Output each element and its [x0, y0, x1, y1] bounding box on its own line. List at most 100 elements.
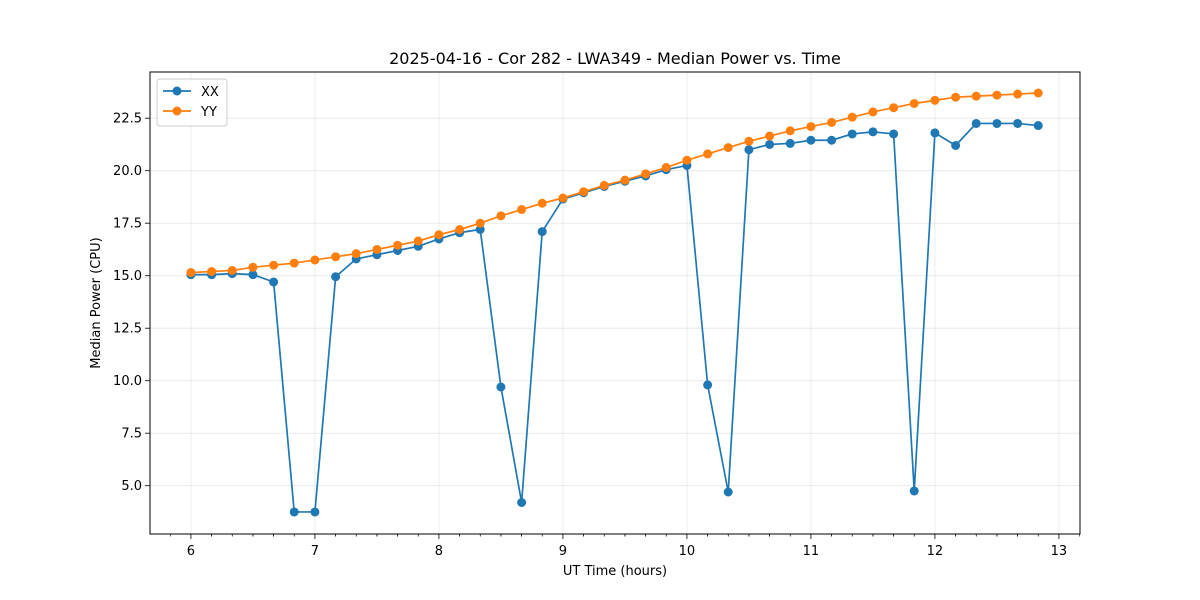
series-yy-point [413, 236, 423, 246]
series-yy-point [331, 252, 341, 262]
series-yy-point [641, 169, 651, 179]
series-yy-point [723, 143, 733, 153]
y-tick-label: 17.5 [113, 217, 142, 232]
series-xx-point [827, 135, 837, 145]
series-yy-point [1013, 89, 1023, 99]
x-tick-label: 12 [927, 544, 944, 559]
y-axis-label: Median Power (CPU) [89, 237, 104, 368]
series-xx-point [785, 138, 795, 148]
x-tick-label: 6 [187, 544, 195, 559]
series-xx-line [190, 122, 1039, 513]
series-xx-point [868, 127, 878, 137]
series-xx-point [537, 227, 547, 237]
series-yy-point [537, 198, 547, 208]
series-yy-point [393, 240, 403, 250]
chart-title: 2025-04-16 - Cor 282 - LWA349 - Median P… [389, 49, 841, 68]
series-yy-point [827, 117, 837, 127]
series-xx-point [723, 487, 733, 497]
series-xx-point [744, 145, 754, 155]
series-yy-point [455, 225, 465, 234]
series-yy-point [227, 265, 237, 275]
series-xx-point [517, 498, 527, 507]
series-yy-point [682, 155, 692, 165]
x-tick-label: 10 [679, 544, 696, 559]
x-tick-label: 8 [435, 544, 443, 559]
series-yy-point [558, 193, 568, 203]
series-xx-point [248, 270, 258, 280]
series-yy-point [806, 122, 816, 132]
y-tick-label: 20.0 [113, 164, 142, 179]
series-xx-point [310, 507, 320, 517]
legend: XX YY [156, 78, 228, 127]
series-yy-point [765, 131, 775, 141]
series-xx-point [269, 277, 279, 287]
series-yy-point [951, 92, 961, 102]
series-yy-point [599, 180, 609, 190]
x-tick-label: 11 [803, 544, 820, 559]
series-yy-point [434, 230, 444, 240]
series-yy-point [847, 112, 857, 122]
x-tick-label: 7 [311, 544, 319, 559]
grid [150, 72, 1080, 534]
series-yy-point [310, 255, 320, 265]
series-yy-point [868, 107, 878, 117]
series-yy-point [661, 163, 671, 173]
legend-yy-label: YY [200, 105, 217, 120]
y-tick-label: 5.0 [121, 479, 142, 494]
series-xx-point [889, 129, 899, 139]
y-tick-label: 10.0 [113, 374, 142, 389]
series-yy-point [496, 211, 506, 221]
series-yy-point [930, 95, 940, 105]
series-xx-point [847, 129, 857, 139]
series-yy-point [207, 267, 217, 276]
series-xx-point [765, 139, 775, 149]
series-yy-point [744, 136, 754, 146]
legend-yy-marker [172, 106, 182, 116]
series-xx-point [909, 486, 919, 496]
series-xx-point [930, 128, 940, 138]
series-yy-point [992, 90, 1002, 100]
series-yy-point [248, 262, 258, 272]
axis-ticks: 6 7 8 9 10 11 12 13 5.0 7.5 10.0 12.5 15.0 17.5 20.0 22… [113, 112, 1080, 559]
series-yy-point [1033, 88, 1043, 98]
series-yy-point [703, 149, 713, 159]
x-tick-label: 9 [559, 544, 567, 559]
series-xx-point [1013, 118, 1023, 128]
series-xx-point [992, 118, 1002, 128]
series-xx-point [1033, 121, 1043, 131]
series-yy-point [372, 244, 382, 254]
plot-frame [149, 71, 1081, 535]
series-area [186, 88, 1043, 517]
series-yy-point [186, 268, 196, 278]
series-yy-point [289, 258, 299, 268]
series-xx [186, 118, 1043, 517]
series-yy-point [269, 260, 279, 270]
series-yy-point [475, 218, 485, 228]
series-xx-point [331, 272, 341, 282]
series-yy-point [579, 187, 589, 197]
series-xx-point [703, 380, 713, 390]
y-tick-label: 12.5 [113, 322, 142, 337]
series-xx-point [951, 141, 961, 150]
series-yy-point [785, 126, 795, 136]
y-tick-label: 15.0 [113, 269, 142, 284]
series-yy-point [909, 99, 919, 108]
y-tick-label: 22.5 [113, 112, 142, 127]
series-xx-point [806, 135, 816, 145]
series-yy-point [351, 249, 361, 259]
x-axis-label: UT Time (hours) [563, 564, 667, 579]
series-yy-point [620, 175, 630, 185]
series-xx-point [475, 225, 485, 234]
series-xx-point [289, 507, 299, 517]
series-yy-point [889, 103, 899, 113]
legend-xx-label: XX [201, 85, 219, 100]
y-tick-label: 7.5 [121, 427, 142, 442]
legend-xx-marker [172, 86, 182, 96]
series-yy-point [517, 205, 527, 215]
series-xx-point [496, 382, 506, 392]
series-xx-point [971, 118, 981, 128]
series-yy [186, 88, 1043, 278]
x-tick-label: 13 [1051, 544, 1068, 559]
series-yy-point [971, 91, 981, 101]
